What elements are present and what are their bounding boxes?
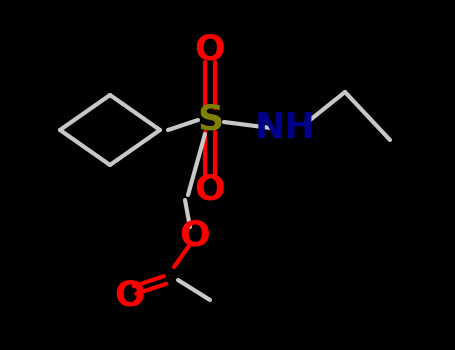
Text: O: O <box>115 278 146 312</box>
Text: O: O <box>195 173 225 207</box>
Text: S: S <box>197 103 223 137</box>
Text: O: O <box>180 218 210 252</box>
Text: NH: NH <box>255 111 315 145</box>
Text: O: O <box>195 33 225 67</box>
